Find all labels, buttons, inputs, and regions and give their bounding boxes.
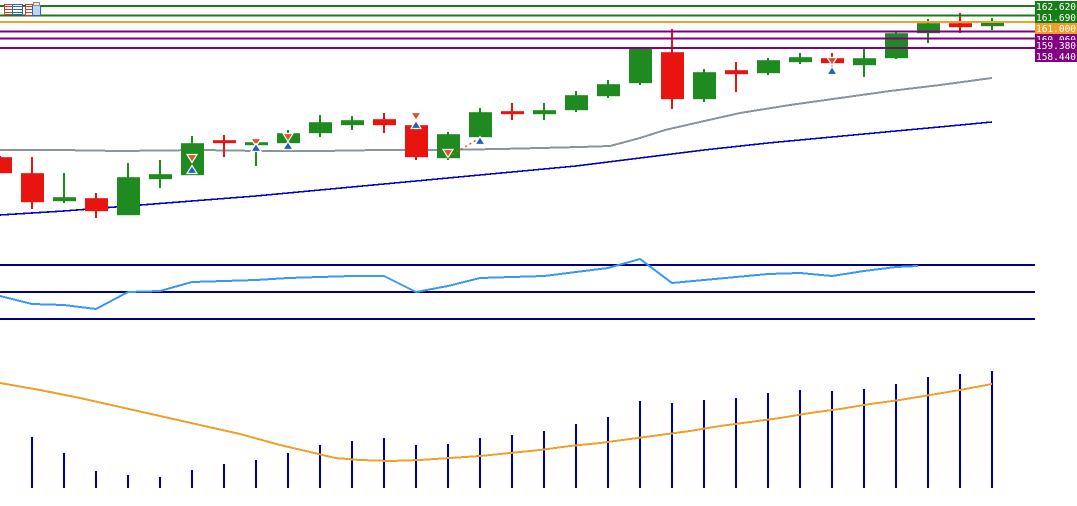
candle-body-up [533, 110, 556, 115]
signal-buy-arrow-icon [473, 135, 487, 146]
volume-bar [63, 453, 65, 488]
volume-bar [31, 437, 33, 488]
candle-body-up [981, 22, 1004, 27]
clipboard-clip-icon [33, 2, 40, 6]
price-label-box [1035, 12, 1077, 23]
volume-bar [127, 475, 129, 488]
volume-bar [863, 389, 865, 488]
oscillator-line [0, 257, 919, 311]
candle-body-up [597, 84, 620, 97]
candle-body-down [725, 70, 748, 75]
volume-bar [671, 403, 673, 488]
price-label-text: 161.690 [1036, 13, 1076, 24]
quotes-grid-icon-blue[interactable] [12, 4, 23, 15]
signal-sell-arrow-icon [825, 56, 839, 67]
volume-bar [159, 477, 161, 488]
price-label-box [1035, 23, 1077, 34]
candle-body-up [629, 48, 652, 84]
volume-bar [991, 371, 993, 488]
clipboard-icon-blue[interactable] [32, 5, 41, 16]
volume-bar [959, 374, 961, 488]
price-label-box [1035, 51, 1077, 62]
candle-body-up [789, 57, 812, 63]
price-label-box [1035, 34, 1077, 45]
signal-connector-line [447, 137, 481, 158]
volume-bar [447, 444, 449, 488]
candle-body-up [53, 197, 76, 202]
volume-bar [895, 384, 897, 488]
signal-sell-arrow-icon [281, 132, 295, 143]
volume-bar [703, 400, 705, 488]
signal-sell-arrow-icon [185, 153, 199, 164]
volume-bar [383, 438, 385, 488]
candle-body-up [885, 33, 908, 59]
volume-bar [287, 453, 289, 488]
signal-buy-arrow-icon [249, 142, 263, 153]
ma-gray-line [0, 77, 993, 153]
price-label-box [1035, 1, 1077, 12]
volume-bar [351, 441, 353, 488]
ma-blue-line [0, 121, 993, 216]
candle-body-up [693, 72, 716, 100]
volume-bar [607, 417, 609, 488]
signal-buy-arrow-icon [185, 164, 199, 175]
volume-bar [927, 377, 929, 488]
candle-body-down [949, 23, 972, 28]
candle-body-down [405, 125, 428, 158]
candle-body-up [757, 60, 780, 74]
candle-body-down [21, 173, 44, 203]
volume-bar [831, 391, 833, 488]
price-label-text: 158.440 [1036, 52, 1076, 63]
volume-bar [191, 470, 193, 488]
volume-bar [735, 398, 737, 488]
candle-body-down [373, 119, 396, 126]
volume-bar [543, 431, 545, 488]
price-label-text: 159.380 [1036, 41, 1076, 52]
signal-sell-arrow-icon [409, 111, 423, 122]
volume-bar [319, 445, 321, 488]
candle-body-down [213, 140, 236, 144]
volume-bar [255, 460, 257, 488]
signal-buy-arrow-icon [281, 140, 295, 151]
price-label-text: 161.000 [1036, 24, 1076, 35]
volume-bar [575, 424, 577, 488]
candle-body-down [85, 198, 108, 212]
volume-bar [479, 438, 481, 488]
volume-bar [223, 464, 225, 488]
chart-toolbar [0, 0, 60, 20]
candle-body-up [149, 174, 172, 180]
volume-bar [95, 471, 97, 488]
signal-buy-arrow-icon [409, 119, 423, 130]
candle-body-up [341, 120, 364, 126]
signal-buy-arrow-icon [825, 65, 839, 76]
volume-bar [415, 445, 417, 488]
volume-bar [639, 401, 641, 488]
candle-body-down [661, 52, 684, 100]
candle-body-down [501, 111, 524, 115]
signal-sell-arrow-icon [441, 148, 455, 159]
candle-body-up [853, 58, 876, 66]
price-label-text: 162.620 [1036, 2, 1076, 13]
volume-bar [511, 435, 513, 488]
candle-body-up [917, 23, 940, 34]
price-label-box [1035, 40, 1077, 51]
volume-bar [799, 390, 801, 488]
candle-body-up [309, 122, 332, 134]
candle-body-down [0, 157, 12, 174]
candle-body-up [437, 134, 460, 159]
volume-bar [767, 393, 769, 488]
candle-body-up [565, 95, 588, 111]
candle-body-up [117, 177, 140, 216]
volume-ma-line [0, 382, 993, 463]
candle-body-up [469, 112, 492, 138]
